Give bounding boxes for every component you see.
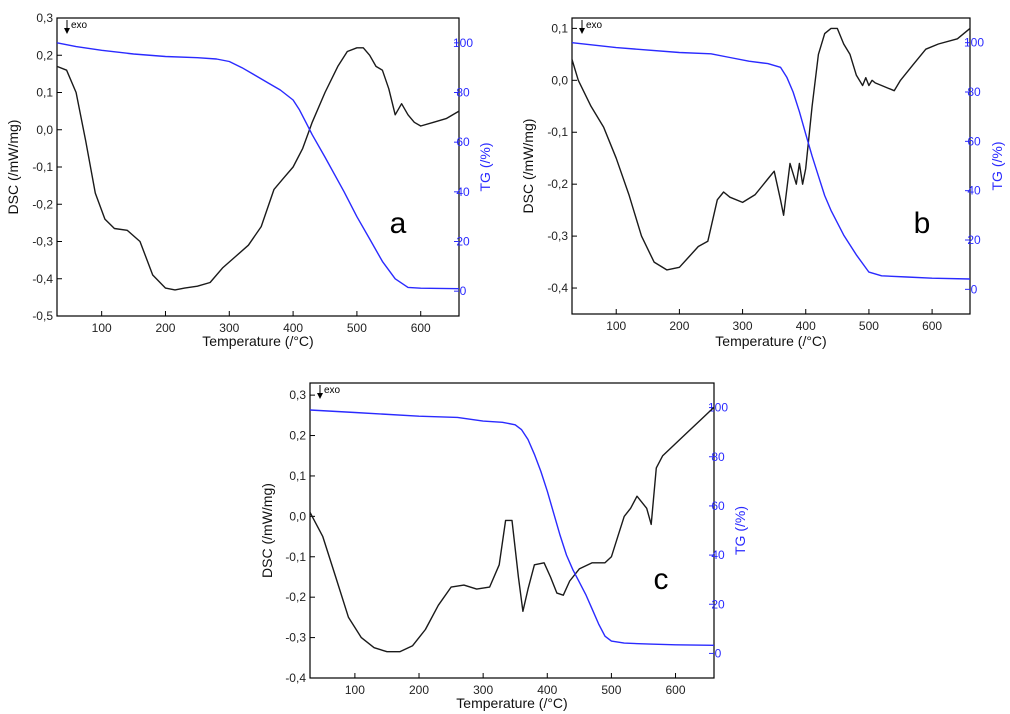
y-tick-label: 0,0 [551,73,568,87]
x-tick-label: 200 [669,319,689,333]
y-tick-label: -0,1 [32,160,53,174]
plot-frame [56,17,460,317]
dsc-curve [56,47,460,291]
y2-tick-label: 40 [967,184,981,198]
x-axis-title: Temperature (/°C) [202,333,313,349]
panel-label: b [914,207,931,240]
y-tick-label: -0,2 [285,590,306,604]
y-tick-label: -0,3 [32,235,53,249]
y2-axis-title: TG (/%) [732,506,748,555]
y-tick-label: -0,3 [547,229,568,243]
y2-tick-label: 20 [711,597,725,611]
x-tick-label: 100 [92,321,112,335]
y2-tick-label: 100 [453,36,473,50]
y2-tick-label: 80 [967,85,981,99]
y-tick-label: -0,4 [285,671,306,685]
y-tick-label: -0,2 [32,197,53,211]
y2-tick-label: 20 [456,235,470,249]
y2-axis-title: TG (/%) [989,142,1005,191]
x-tick-label: 600 [411,321,431,335]
x-tick-label: 400 [796,319,816,333]
y-tick-label: -0,4 [547,281,568,295]
dsc-curve [571,27,971,271]
x-axis-title: Temperature (/°C) [715,333,826,349]
y2-tick-label: 40 [456,185,470,199]
y2-tick-label: 60 [711,499,725,513]
y-axis-title: DSC (/mW/mg) [259,483,275,578]
y-tick-label: 0,1 [551,21,568,35]
x-tick-label: 400 [537,683,557,697]
y-tick-label: -0,4 [32,272,53,286]
x-tick-label: 300 [733,319,753,333]
y-tick-label: 0,0 [289,509,306,523]
y-tick-label: -0,3 [285,631,306,645]
y2-tick-label: 0 [715,646,722,660]
exo-label: exo [324,385,341,396]
y-tick-label: -0,2 [547,177,568,191]
y-tick-label: -0,1 [285,550,306,564]
y-axis-title: DSC (/mW/mg) [5,120,21,215]
y-tick-label: 0,3 [36,11,53,25]
panel-label: a [390,207,407,240]
chart-panel-a: 100 200 300 400 500 600-0,5-0,4-0,3-0,2-0,10,… [5,11,493,349]
y2-tick-label: 100 [708,401,728,415]
x-tick-label: 600 [666,683,686,697]
x-tick-label: 600 [922,319,942,333]
y2-tick-label: 40 [711,548,725,562]
y2-tick-label: 80 [456,86,470,100]
y2-axis-title: TG (/%) [477,143,493,192]
exo-label: exo [71,20,88,31]
tg-curve [571,42,971,280]
tg-curve [56,42,460,290]
exo-arrow-head [64,28,70,34]
y-tick-label: 0,2 [36,48,53,62]
y-tick-label: 0,3 [289,388,306,402]
x-tick-label: 100 [345,683,365,697]
tg-curve [309,409,715,646]
y-tick-label: 0,2 [289,429,306,443]
x-tick-label: 200 [155,321,175,335]
x-tick-label: 500 [347,321,367,335]
x-tick-label: 300 [473,683,493,697]
panel-label: c [654,563,669,596]
exo-label: exo [586,20,603,31]
y2-tick-label: 20 [967,233,981,247]
y2-tick-label: 80 [711,450,725,464]
y2-tick-label: 100 [964,36,984,50]
y-tick-label: -0,5 [32,309,53,323]
y-tick-label: 0,1 [289,469,306,483]
y-tick-label: 0,1 [36,86,53,100]
exo-arrow-head [579,28,585,34]
plot-frame [571,17,971,315]
x-tick-label: 200 [409,683,429,697]
x-tick-label: 500 [859,319,879,333]
x-tick-label: 300 [219,321,239,335]
exo-arrow-head [317,393,323,399]
y-axis-title: DSC (/mW/mg) [520,119,536,214]
x-tick-label: 400 [283,321,303,335]
chart-panel-b: 100 200 300 400 500 600-0,4-0,3-0,2-0,10,00,1… [520,17,1005,349]
y2-tick-label: 60 [456,135,470,149]
y-tick-label: 0,0 [36,123,53,137]
y2-tick-label: 0 [971,282,978,296]
dsc-curve [309,406,715,653]
x-axis-title: Temperature (/°C) [456,695,567,711]
x-tick-label: 100 [606,319,626,333]
plot-frame [309,382,715,679]
y-tick-label: -0,1 [547,125,568,139]
y2-tick-label: 60 [967,134,981,148]
x-tick-label: 500 [601,683,621,697]
y2-tick-label: 0 [460,284,467,298]
chart-panel-c: 100 200 300 400 500 600-0,4-0,3-0,2-0,10,00,1… [259,382,748,711]
